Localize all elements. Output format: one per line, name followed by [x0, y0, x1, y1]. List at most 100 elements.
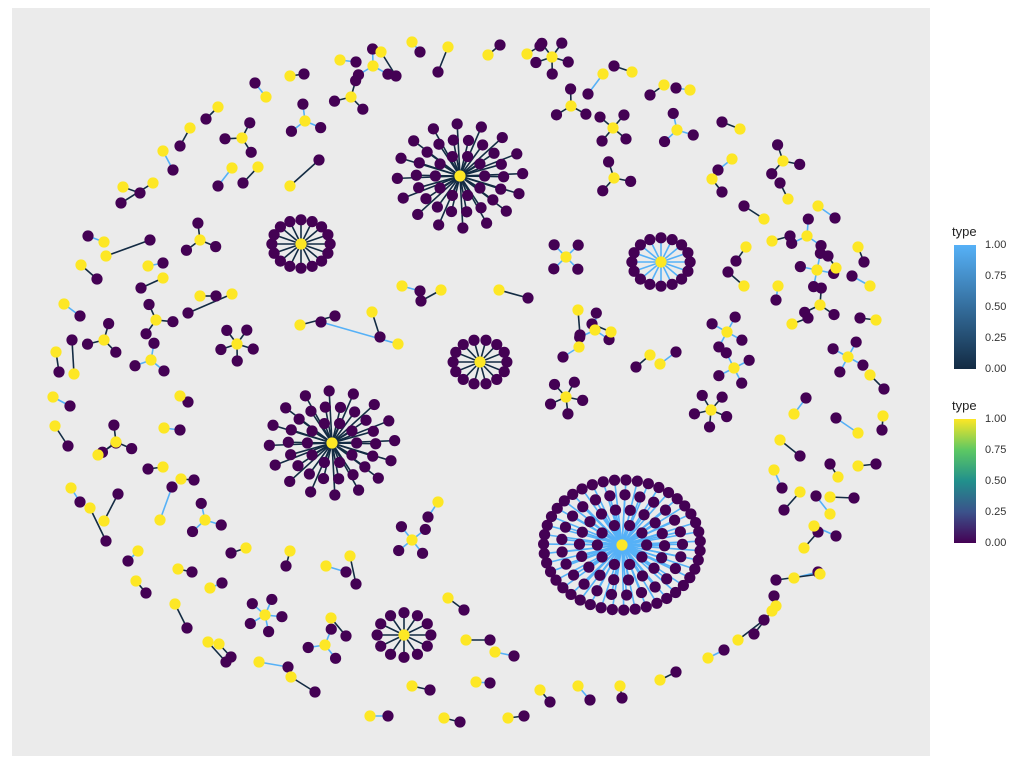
network-node — [589, 494, 602, 506]
network-node — [406, 534, 418, 546]
network-node — [846, 270, 858, 282]
network-node — [285, 671, 297, 683]
network-node — [559, 521, 572, 533]
network-node — [132, 545, 144, 557]
network-node — [140, 587, 152, 599]
network-node — [145, 354, 157, 366]
network-node — [231, 355, 243, 367]
network-node — [305, 405, 317, 417]
network-node — [157, 461, 169, 473]
network-node — [350, 56, 362, 68]
network-node — [584, 516, 596, 528]
network-node — [604, 490, 616, 502]
network-node — [140, 328, 152, 340]
network-node — [573, 538, 586, 550]
legend-tick: 0.00 — [985, 363, 1007, 375]
network-node — [718, 644, 730, 656]
network-node — [876, 424, 888, 436]
network-node — [424, 684, 436, 696]
network-node — [703, 421, 716, 433]
network-edge — [304, 395, 333, 444]
network-node — [634, 239, 647, 251]
network-node — [64, 400, 76, 412]
network-node — [142, 463, 154, 475]
network-node — [306, 260, 318, 272]
legend-tick: 1.00 — [985, 239, 1007, 251]
network-node — [393, 544, 405, 557]
network-node — [408, 135, 420, 147]
network-node — [434, 182, 446, 194]
network-node — [729, 311, 741, 323]
network-edge — [402, 175, 461, 199]
network-node — [768, 464, 780, 476]
network-node — [495, 158, 507, 170]
network-node — [91, 273, 103, 285]
legend-tick: 0.25 — [985, 332, 1007, 344]
network-node — [481, 217, 493, 229]
network-node — [284, 260, 296, 272]
network-node — [475, 121, 487, 133]
network-node — [776, 482, 788, 494]
network-node — [371, 629, 383, 641]
network-node — [827, 343, 839, 355]
network-node — [498, 346, 510, 358]
network-node — [462, 150, 474, 163]
network-node — [382, 710, 394, 722]
network-node — [495, 183, 507, 195]
network-node — [517, 168, 529, 180]
network-node — [658, 79, 670, 91]
network-node — [605, 588, 618, 601]
network-node — [215, 519, 227, 531]
network-node — [635, 586, 648, 599]
network-node — [274, 255, 287, 267]
network-node — [544, 398, 557, 410]
network-node — [687, 129, 699, 141]
network-node — [574, 594, 586, 606]
network-node — [391, 172, 403, 184]
network-node — [398, 651, 410, 663]
network-node — [333, 473, 345, 485]
network-node — [247, 343, 259, 355]
network-node — [246, 598, 258, 610]
network-node — [690, 517, 702, 529]
network-node — [434, 158, 446, 170]
network-node — [200, 113, 212, 125]
network-node — [557, 351, 569, 363]
network-node — [194, 234, 206, 246]
network-node — [413, 157, 425, 169]
network-node — [768, 590, 780, 602]
network-node — [541, 557, 553, 569]
network-node — [346, 425, 358, 437]
network-node — [216, 577, 228, 589]
network-node — [521, 48, 533, 60]
network-node — [344, 550, 356, 562]
network-node — [470, 676, 482, 688]
network-node — [491, 338, 503, 351]
network-node — [367, 450, 379, 462]
network-node — [445, 205, 458, 218]
network-node — [794, 486, 806, 498]
network-node — [878, 383, 890, 395]
network-node — [591, 585, 603, 597]
network-node — [318, 456, 330, 469]
network-node — [748, 628, 760, 640]
network-node — [263, 439, 275, 451]
network-node — [625, 175, 637, 187]
network-node — [309, 686, 321, 698]
network-node — [438, 712, 450, 724]
network-node — [383, 415, 395, 427]
network-node — [589, 324, 601, 336]
network-node — [551, 502, 563, 514]
network-node — [47, 391, 59, 403]
network-node — [415, 295, 427, 307]
network-node — [480, 334, 492, 346]
network-node — [268, 247, 280, 259]
network-node — [798, 542, 810, 554]
network-node — [642, 478, 654, 490]
network-node — [572, 263, 584, 275]
network-node — [284, 216, 296, 228]
network-node — [186, 525, 199, 538]
network-node — [689, 563, 701, 575]
legend-title: type — [952, 224, 977, 239]
network-edge — [331, 393, 355, 444]
